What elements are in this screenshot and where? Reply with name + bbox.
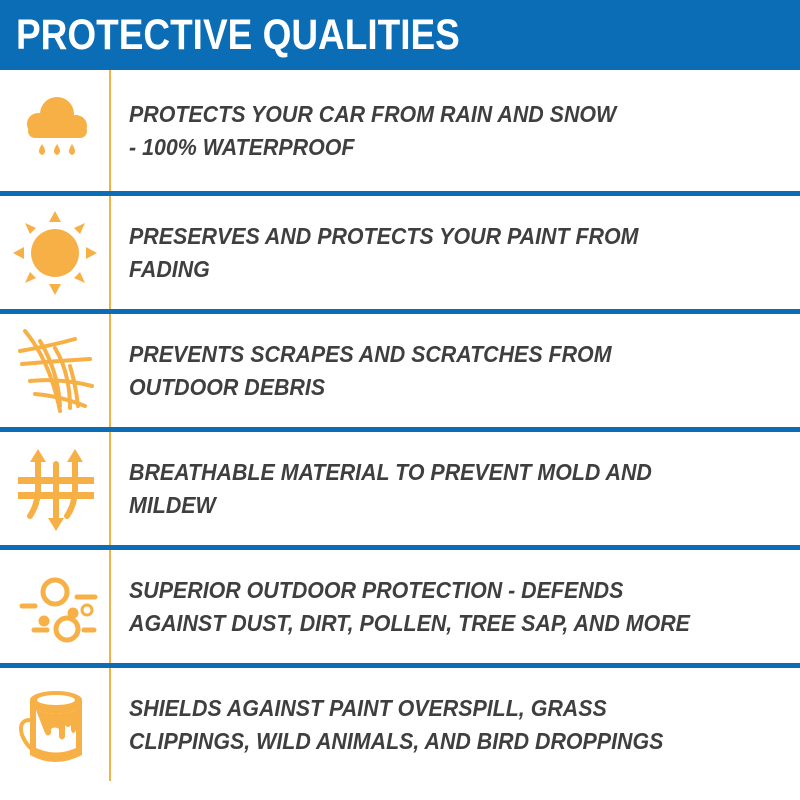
- feature-text-line: PREVENTS SCRAPES AND SCRATCHES FROM: [129, 340, 612, 367]
- feature-row-waterproof: PROTECTS YOUR CAR FROM RAIN AND SNOW - 10…: [0, 70, 800, 191]
- feature-text-line: BREATHABLE MATERIAL TO PREVENT MOLD AND: [129, 458, 652, 485]
- sun-icon: [0, 196, 111, 309]
- feature-text-line: PROTECTS YOUR CAR FROM RAIN AND SNOW: [129, 100, 617, 127]
- title-text: PROTECTIVE QUALITIES: [16, 11, 460, 59]
- feature-text-line: CLIPPINGS, WILD ANIMALS, AND BIRD DROPPI…: [129, 727, 664, 754]
- feature-text-line: FADING: [129, 255, 210, 282]
- feature-row-scratches: PREVENTS SCRAPES AND SCRATCHES FROM OUTDO…: [0, 309, 800, 427]
- breathable-arrows-icon: [0, 432, 111, 545]
- feature-text-line: MILDEW: [129, 491, 216, 518]
- scratch-mesh-icon: [0, 314, 111, 427]
- page-title: PROTECTIVE QUALITIES: [0, 0, 800, 70]
- rain-cloud-icon: [0, 70, 111, 191]
- feature-row-breathable: BREATHABLE MATERIAL TO PREVENT MOLD AND M…: [0, 427, 800, 545]
- feature-row-overspill: SHIELDS AGAINST PAINT OVERSPILL, GRASS CL…: [0, 663, 800, 781]
- feature-row-outdoor: SUPERIOR OUTDOOR PROTECTION - DEFENDS AGA…: [0, 545, 800, 663]
- feature-text-line: - 100% WATERPROOF: [129, 133, 355, 160]
- feature-text-line: SHIELDS AGAINST PAINT OVERSPILL, GRASS: [129, 694, 607, 721]
- dust-particles-icon: [0, 550, 111, 663]
- feature-text-line: OUTDOOR DEBRIS: [129, 373, 326, 400]
- feature-row-fading: PRESERVES AND PROTECTS YOUR PAINT FROM FA…: [0, 191, 800, 309]
- feature-text-line: AGAINST DUST, DIRT, POLLEN, TREE SAP, AN…: [129, 609, 690, 636]
- feature-text-line: PRESERVES AND PROTECTS YOUR PAINT FROM: [129, 222, 639, 249]
- feature-text-line: SUPERIOR OUTDOOR PROTECTION - DEFENDS: [129, 576, 624, 603]
- paint-bucket-icon: [0, 668, 111, 781]
